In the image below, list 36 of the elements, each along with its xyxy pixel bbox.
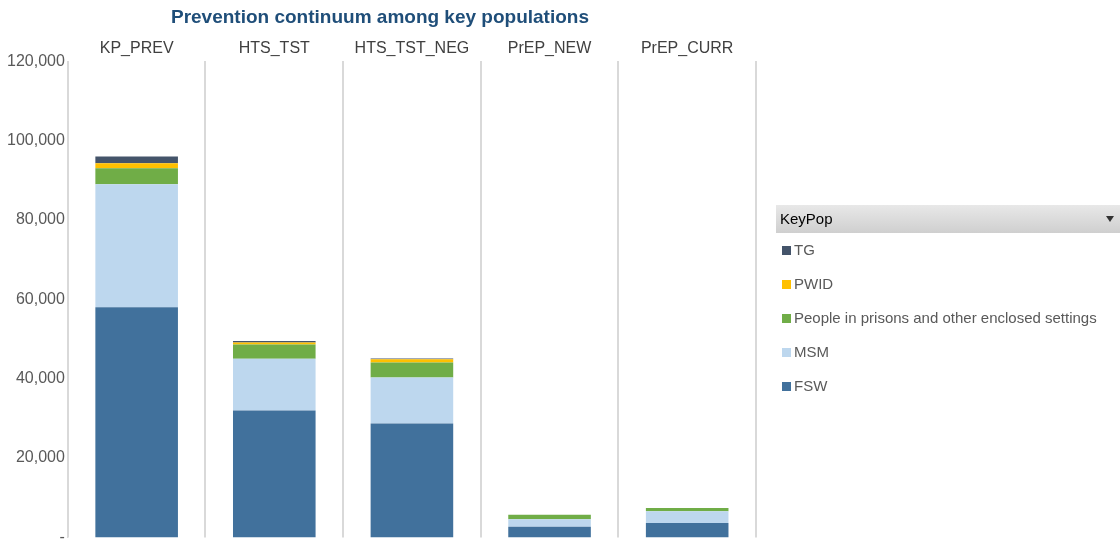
y-tick-label: 60,000: [15, 289, 65, 307]
bar: [645, 523, 729, 538]
bar: [95, 307, 178, 538]
x-tick-label: PrEP_CURR: [640, 39, 734, 58]
legend-label: FSW: [793, 376, 829, 396]
x-tick-label: HTS_TST_NEG: [354, 39, 470, 58]
y-tick-label: 80,000: [15, 210, 65, 228]
y-tick-label: 100,000: [6, 130, 65, 148]
bar: [508, 519, 591, 527]
bar: [370, 362, 454, 378]
bar: [233, 344, 316, 359]
chart-title: Prevention continuum among key populations: [169, 6, 590, 28]
bar: [645, 508, 729, 512]
x-tick-label: KP_PREV: [99, 39, 174, 58]
y-tick-label: 20,000: [15, 448, 65, 466]
bar: [508, 526, 591, 538]
y-tick-label: 120,000: [6, 51, 65, 69]
legend-label: People in prisons and other enclosed settings: [793, 308, 1098, 328]
x-tick-label: PrEP_NEW: [507, 39, 593, 58]
x-tick-label: HTS_TST: [238, 39, 311, 58]
legend-label: TG: [793, 240, 816, 260]
bar: [645, 511, 729, 524]
legend-label: MSM: [793, 342, 830, 362]
bar: [233, 410, 316, 538]
legend-label: PWID: [793, 274, 835, 294]
y-tick-label: -: [59, 527, 65, 545]
legend-title: KeyPop: [776, 205, 1120, 233]
bar: [370, 423, 454, 538]
bar: [370, 377, 454, 424]
bar: [233, 358, 316, 411]
bar: [95, 184, 178, 308]
bar: [95, 163, 178, 169]
bar: [95, 168, 178, 185]
bar: [95, 156, 178, 164]
y-tick-label: 40,000: [15, 369, 65, 387]
bar: [508, 514, 591, 520]
